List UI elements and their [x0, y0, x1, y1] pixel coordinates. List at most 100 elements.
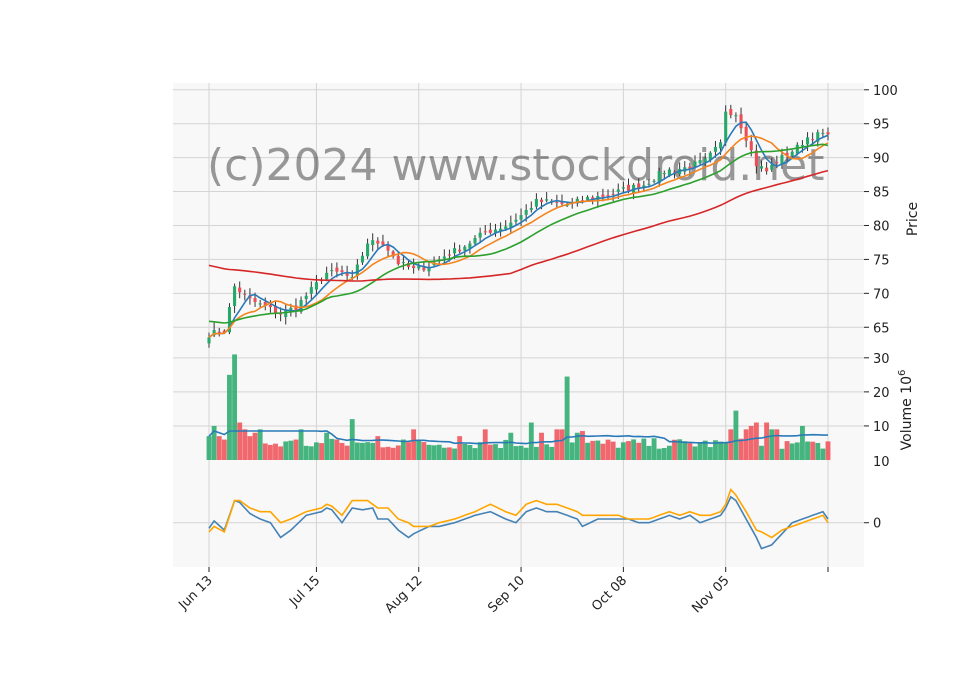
price-tick-label: 90: [873, 152, 890, 167]
volume-bar: [411, 429, 417, 460]
volume-bar: [559, 429, 565, 460]
price-ma-line-10: [208, 135, 829, 339]
volume-bar: [774, 429, 780, 460]
candle-body: [708, 152, 712, 160]
volume-bar: [646, 445, 652, 460]
volume-bar: [278, 446, 284, 460]
candle-body: [621, 187, 625, 189]
volume-bar: [713, 440, 718, 460]
volume-bar: [672, 439, 677, 460]
volume-bar: [273, 443, 278, 460]
candle-body: [258, 303, 262, 305]
candle-body: [299, 299, 303, 312]
volume-bar: [457, 436, 463, 460]
candle-body: [749, 141, 753, 151]
volume-bar: [631, 439, 637, 460]
x-tick-label: Oct 08: [589, 573, 630, 614]
candle-body: [713, 146, 717, 152]
candle-body: [647, 183, 651, 185]
volume-bar: [252, 432, 258, 460]
candle-body: [765, 167, 769, 172]
volume-bar: [682, 441, 688, 460]
candle-body: [360, 255, 365, 263]
volume-bar: [441, 447, 447, 460]
candle-body: [811, 139, 815, 141]
volume-bar: [390, 447, 396, 460]
candle-body: [698, 160, 702, 164]
volume-bar: [426, 444, 432, 460]
volume-axis-label: Volume 106: [897, 370, 915, 451]
volume-bar: [697, 443, 703, 460]
volume-bar: [687, 443, 693, 460]
candle-body: [478, 232, 482, 238]
volume-exponent-power: 6: [897, 370, 908, 376]
volume-bar: [334, 439, 340, 460]
volume-bar: [360, 442, 365, 460]
volume-bar: [472, 448, 478, 460]
candle-body: [401, 262, 405, 264]
volume-bar: [574, 432, 580, 460]
candle-body: [759, 166, 764, 169]
volume-bar: [375, 436, 381, 460]
candle-body: [273, 305, 278, 314]
candle-body: [314, 282, 318, 290]
candle-body: [238, 287, 242, 293]
volume-bar: [518, 445, 524, 460]
candle-body: [309, 287, 313, 294]
oscillator-tick-label: 0: [873, 517, 881, 532]
volume-bar: [554, 429, 560, 460]
volume-bar: [539, 432, 544, 460]
candle-body: [458, 249, 462, 252]
price-ma-line-5: [208, 121, 829, 339]
candle-body: [442, 256, 446, 259]
volume-bar: [656, 448, 662, 460]
volume-bar: [620, 442, 626, 460]
candle-body: [253, 298, 257, 303]
volume-bar: [610, 441, 616, 460]
volume-bar: [370, 442, 376, 460]
volume-tick-label: 10: [873, 420, 890, 435]
candle-body: [417, 265, 421, 269]
candle-body: [729, 108, 733, 116]
volume-bar: [585, 442, 590, 460]
candle-body: [499, 228, 503, 232]
candle-body: [586, 196, 590, 200]
chart-marks: [206, 104, 831, 550]
volume-bar: [482, 429, 488, 460]
candle-body: [355, 264, 359, 276]
candle-body: [233, 286, 237, 307]
volume-bar: [549, 446, 555, 460]
volume-bar: [221, 439, 227, 460]
candle-body: [304, 295, 308, 299]
volume-bar: [580, 431, 585, 460]
volume-bar: [267, 444, 273, 460]
x-tick-label: Jul 15: [286, 573, 323, 610]
candle-body: [785, 152, 789, 157]
volume-bar: [354, 442, 360, 460]
candle-body: [376, 240, 380, 244]
volume-bar: [339, 442, 345, 460]
candle-body: [724, 111, 728, 143]
candle-body: [555, 201, 559, 203]
oscillator-line-2: [208, 487, 829, 539]
candle-body: [422, 267, 426, 271]
volume-exponent-base: 10: [899, 376, 915, 394]
volume-bar: [313, 442, 319, 460]
volume-bar: [477, 442, 483, 460]
volume-bar: [227, 374, 232, 460]
watermark-layer: (c)2024 www.stockdroid.net: [207, 140, 824, 191]
volume-bar: [533, 446, 539, 460]
candle-body: [350, 276, 354, 278]
candle-body: [366, 243, 370, 257]
volume-bar: [794, 442, 800, 460]
price-ma-line-20: [208, 143, 829, 324]
volume-bar: [436, 444, 442, 460]
x-tick-label: Jun 13: [176, 573, 216, 613]
candle-body: [488, 229, 492, 233]
candle-body: [770, 164, 774, 170]
candle-body: [335, 267, 339, 272]
volume-bar: [508, 432, 514, 460]
candle-body: [345, 272, 349, 276]
volume-bar: [523, 447, 529, 460]
